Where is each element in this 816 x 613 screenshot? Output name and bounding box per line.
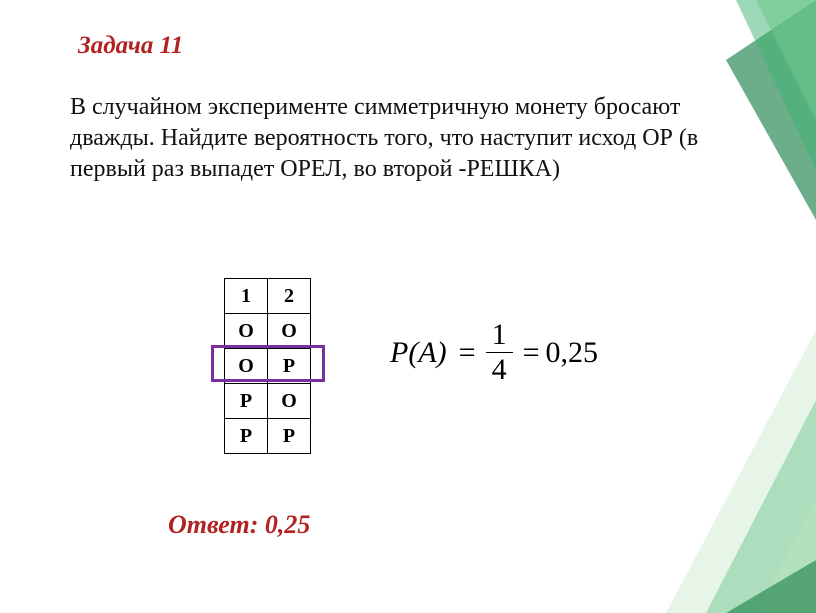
cell: О (225, 314, 268, 349)
equals-sign: = (523, 336, 540, 370)
table-row: Р Р (225, 419, 311, 454)
denominator: 4 (486, 352, 513, 385)
table-row: О О (225, 314, 311, 349)
table-row: Р О (225, 384, 311, 419)
table-header-row: 1 2 (225, 279, 311, 314)
numerator: 1 (486, 320, 513, 352)
answer-label: Ответ: (168, 510, 258, 539)
problem-title: Задача 11 (78, 32, 183, 60)
cell: О (268, 384, 311, 419)
col-header-1: 1 (225, 279, 268, 314)
table-row: О Р (225, 349, 311, 384)
formula-lhs: P(A) (390, 336, 447, 370)
cell: Р (268, 349, 311, 384)
equals-sign: = (459, 336, 476, 370)
col-header-2: 2 (268, 279, 311, 314)
problem-statement: В случайном эксперименте симметричную мо… (70, 92, 730, 186)
answer-value: 0,25 (265, 510, 311, 539)
cell: Р (225, 384, 268, 419)
formula-rhs: 0,25 (545, 336, 598, 370)
fraction: 1 4 (486, 320, 513, 385)
probability-formula: P(A) = 1 4 = 0,25 (390, 320, 598, 385)
cell: О (225, 349, 268, 384)
answer-line: Ответ: 0,25 (168, 510, 310, 540)
cell: Р (268, 419, 311, 454)
outcomes-table: 1 2 О О О Р Р О Р Р (224, 278, 311, 454)
cell: О (268, 314, 311, 349)
cell: Р (225, 419, 268, 454)
